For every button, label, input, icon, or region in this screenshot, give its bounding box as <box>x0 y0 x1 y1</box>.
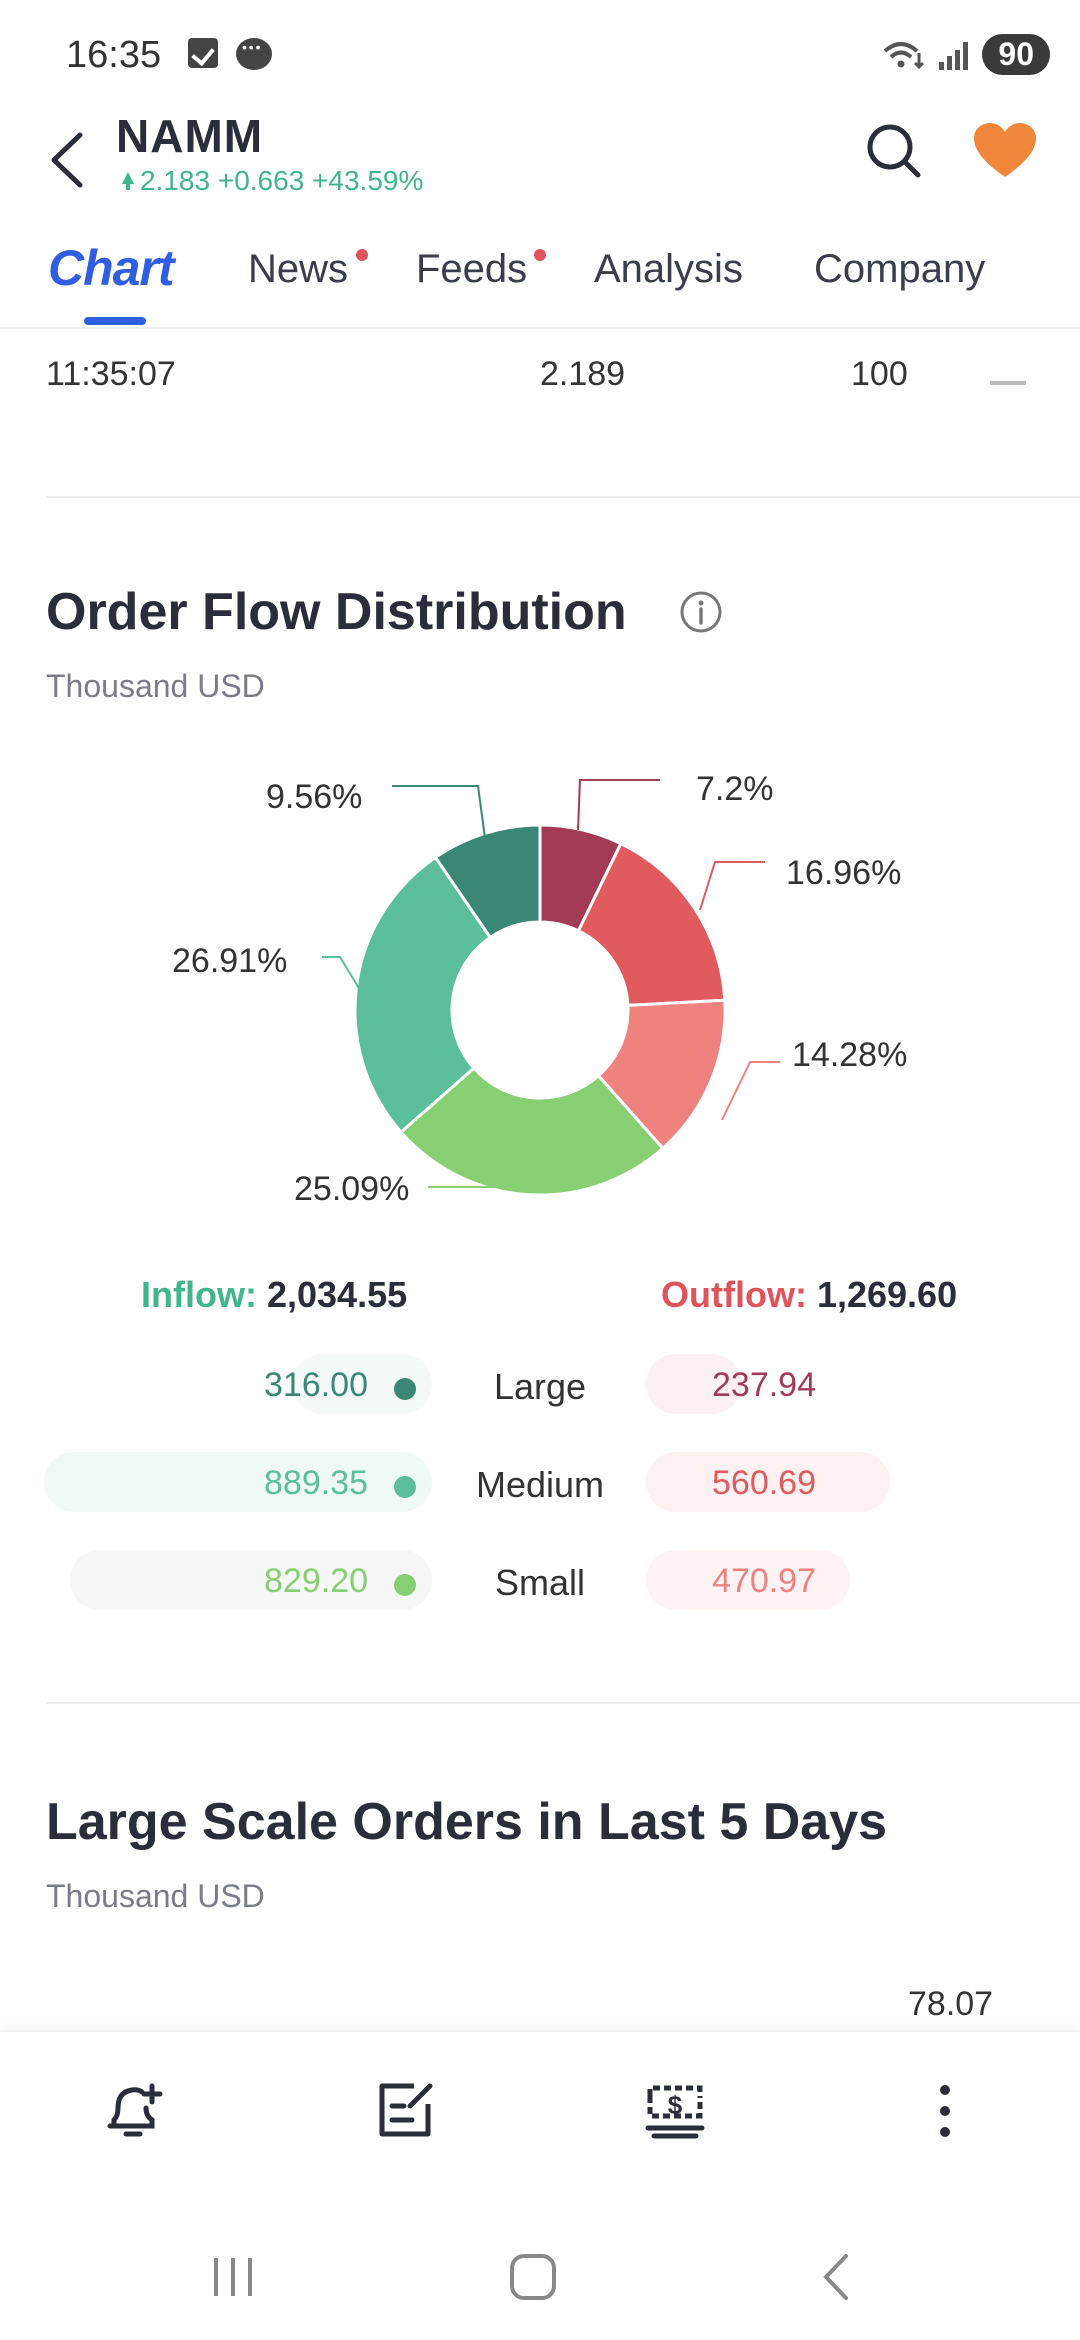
donut-slice-label-5: 9.56% <box>266 778 362 816</box>
donut-slice-label-0: 7.2% <box>696 770 774 808</box>
active-tab-indicator <box>84 317 146 325</box>
donut-slice-1 <box>576 841 727 1007</box>
large-outflow-value: 237.94 <box>712 1366 816 1404</box>
signal-icon <box>939 40 969 70</box>
battery-indicator: 90 <box>982 34 1050 75</box>
donut-leader-line-0 <box>577 779 660 831</box>
flow-row-medium: 889.35 Medium 560.69 <box>0 1452 1080 1522</box>
favorite-heart-icon[interactable] <box>972 121 1038 181</box>
large-category-label: Large <box>493 1366 587 1407</box>
tab-news[interactable]: News <box>248 247 349 291</box>
inflow-value: 2,034.55 <box>266 1274 408 1315</box>
status-time: 16:35 <box>66 34 162 76</box>
small-outflow-value: 470.97 <box>712 1562 816 1600</box>
donut-leader-line-3 <box>428 1186 561 1190</box>
donut-slice-label-3: 25.09% <box>294 1170 409 1208</box>
medium-inflow-value: 889.35 <box>264 1464 368 1502</box>
tab-feeds[interactable]: Feeds <box>416 247 528 291</box>
up-arrow-icon <box>122 172 134 190</box>
svg-text:$: $ <box>668 2090 683 2120</box>
inflow-summary: Inflow: 2,034.55 <box>141 1274 407 1316</box>
section-divider <box>46 1702 1080 1704</box>
wifi-icon <box>884 41 925 69</box>
donut-slice-label-1: 16.96% <box>786 854 901 892</box>
medium-inflow-dot <box>394 1476 416 1498</box>
donut-slice-label-2: 14.28% <box>792 1036 907 1074</box>
inflow-label: Inflow: <box>141 1274 257 1315</box>
trade-time: 11:35:07 <box>46 355 176 393</box>
bell-plus-icon[interactable] <box>100 2076 170 2146</box>
tab-company[interactable]: Company <box>814 247 986 291</box>
search-icon[interactable] <box>862 119 924 181</box>
tab-bar: Chart News Feeds Analysis Company <box>0 235 1080 329</box>
home-icon[interactable] <box>508 2252 558 2302</box>
dollar-ticket-icon[interactable]: $ <box>640 2076 710 2146</box>
large-orders-unit: Thousand USD <box>46 1878 265 1914</box>
donut-slice-4 <box>353 855 493 1135</box>
info-icon[interactable] <box>678 589 724 635</box>
status-notification-icons <box>188 38 272 70</box>
outflow-label: Outflow: <box>661 1274 807 1315</box>
large-inflow-dot <box>394 1378 416 1400</box>
ticker-symbol: NAMM <box>116 110 264 162</box>
quote-text: 2.183 +0.663 +43.59% <box>140 165 424 196</box>
order-flow-title: Order Flow Distribution <box>46 583 627 641</box>
price-quote: 2.183 +0.663 +43.59% <box>120 165 423 197</box>
small-inflow-value: 829.20 <box>264 1562 368 1600</box>
medium-outflow-value: 560.69 <box>712 1464 816 1502</box>
donut-leader-line-2 <box>721 1061 780 1121</box>
donut-leader-line-5 <box>392 785 486 839</box>
stock-header: NAMM 2.183 +0.663 +43.59% <box>0 105 1080 215</box>
feeds-unread-dot <box>534 249 546 261</box>
small-inflow-dot <box>394 1574 416 1596</box>
donut-slice-3 <box>398 1065 665 1197</box>
order-flow-donut-chart: 7.2% 16.96% 14.28% 25.09% 26.91% 9.56% <box>172 770 907 1208</box>
medium-inflow-bar <box>44 1452 432 1512</box>
outflow-value: 1,269.60 <box>816 1274 958 1315</box>
donut-leader-line-4 <box>322 956 361 991</box>
edit-note-icon[interactable] <box>370 2076 440 2146</box>
order-flow-unit: Thousand USD <box>46 668 265 704</box>
news-unread-dot <box>356 249 368 261</box>
small-inflow-bar <box>70 1550 432 1610</box>
tab-chart[interactable]: Chart <box>48 240 175 296</box>
large-orders-top-value: 78.07 <box>908 1985 994 2023</box>
large-inflow-value: 316.00 <box>264 1366 368 1404</box>
small-outflow-bar <box>646 1550 850 1610</box>
bottom-toolbar: $ <box>0 2030 1080 2200</box>
message-notification-icon <box>236 38 272 70</box>
checkbox-notification-icon <box>188 38 218 68</box>
trade-direction-dash <box>990 381 1026 385</box>
large-orders-title: Large Scale Orders in Last 5 Days <box>46 1793 888 1851</box>
flow-row-small: 829.20 Small 470.97 <box>0 1550 1080 1620</box>
tab-analysis[interactable]: Analysis <box>594 247 743 291</box>
donut-leader-line-1 <box>699 861 765 911</box>
donut-slice-label-4: 26.91% <box>172 942 287 980</box>
medium-category-label: Medium <box>475 1464 605 1505</box>
status-right-icons: 90 <box>881 34 1050 75</box>
flow-row-large: 316.00 Large 237.94 <box>0 1354 1080 1424</box>
trade-row: 11:35:07 2.189 100 <box>0 355 1080 425</box>
system-nav-bar <box>0 2200 1080 2340</box>
section-divider <box>46 496 1080 498</box>
trade-price: 2.189 <box>540 355 626 393</box>
large-outflow-bar <box>646 1354 742 1414</box>
outflow-summary: Outflow: 1,269.60 <box>661 1274 957 1316</box>
system-back-icon[interactable] <box>812 2252 862 2302</box>
more-vertical-icon[interactable] <box>910 2076 980 2146</box>
small-category-label: Small <box>494 1562 586 1603</box>
recent-apps-icon[interactable] <box>208 2252 258 2302</box>
donut-slice-5 <box>433 823 542 940</box>
back-arrow-icon[interactable] <box>44 125 94 195</box>
trade-volume: 100 <box>851 355 908 393</box>
status-bar: 16:35 90 <box>0 0 1080 110</box>
medium-outflow-bar <box>646 1452 890 1512</box>
